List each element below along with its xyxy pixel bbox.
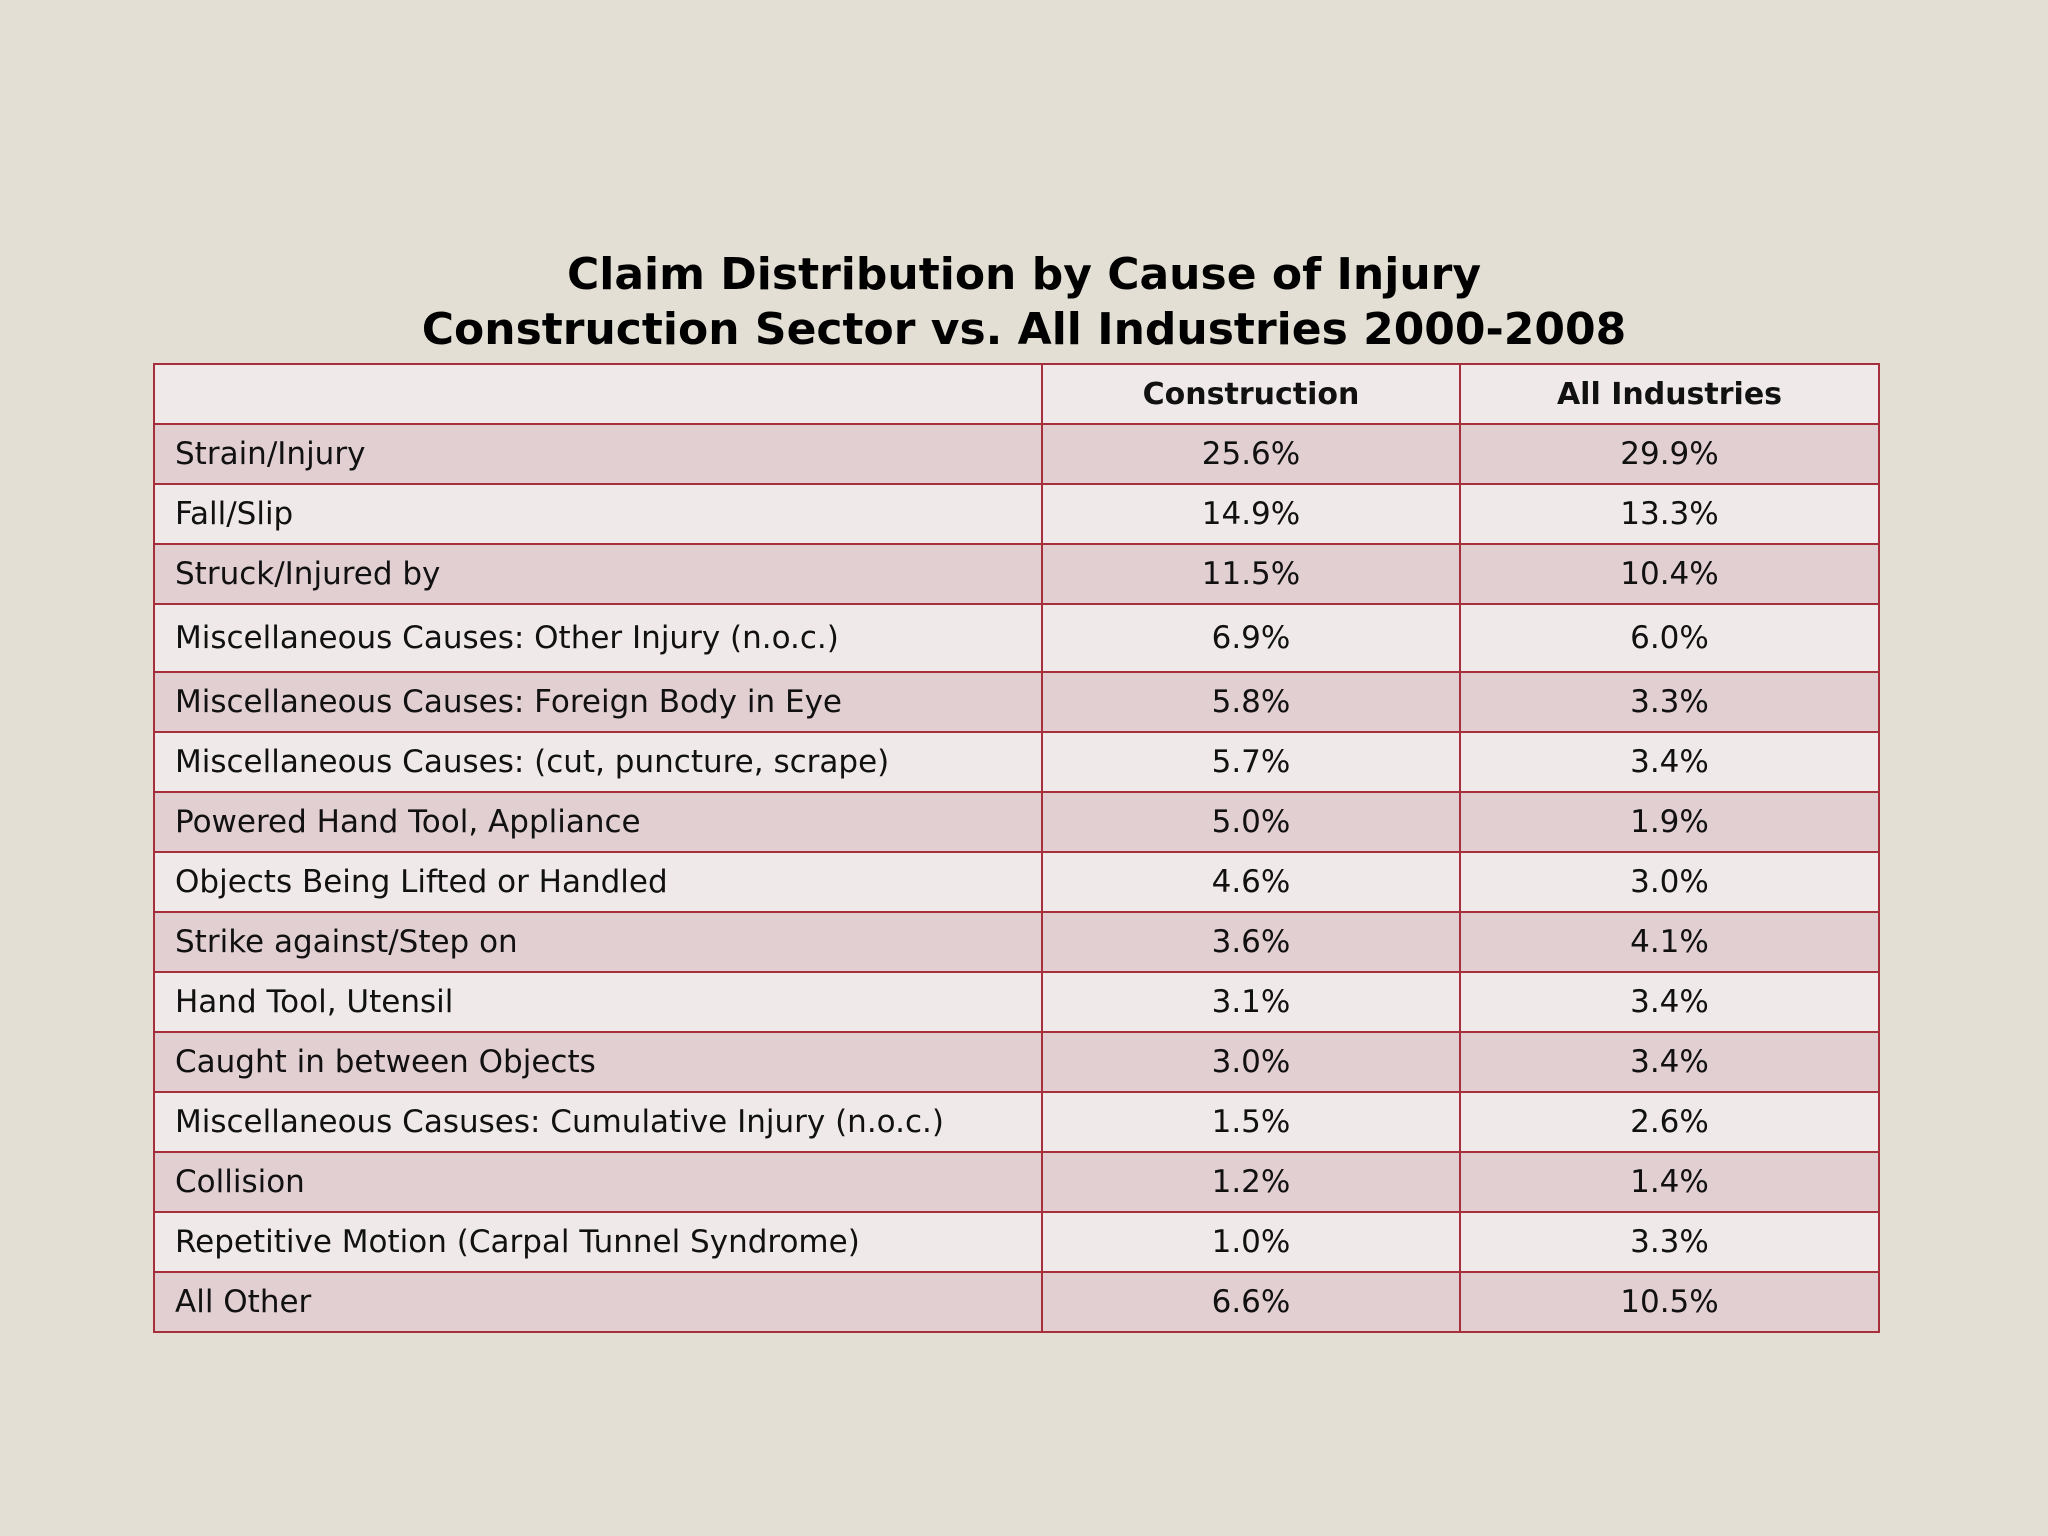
- cause-cell: Powered Hand Tool, Appliance: [153, 791, 1043, 853]
- cause-cell: Miscellaneous Causes: Other Injury (n.o.…: [153, 603, 1043, 673]
- title-line-1: Claim Distribution by Cause of Injury: [566, 249, 1482, 300]
- all-industries-cell: 3.3%: [1459, 671, 1880, 733]
- all-industries-cell: 10.4%: [1459, 543, 1880, 605]
- table-row: Hand Tool, Utensil 3.1% 3.4%: [153, 971, 1880, 1033]
- header-all-industries: All Industries: [1459, 363, 1880, 425]
- cause-cell: All Other: [153, 1271, 1043, 1333]
- construction-cell: 25.6%: [1041, 423, 1461, 485]
- cause-cell: Fall/Slip: [153, 483, 1043, 545]
- all-industries-cell: 3.4%: [1459, 971, 1880, 1033]
- construction-cell: 6.9%: [1041, 603, 1461, 673]
- all-industries-cell: 4.1%: [1459, 911, 1880, 973]
- all-industries-cell: 1.4%: [1459, 1151, 1880, 1213]
- claims-table: Construction All Industries Strain/Injur…: [153, 363, 1880, 1333]
- all-industries-cell: 2.6%: [1459, 1091, 1880, 1153]
- construction-cell: 5.0%: [1041, 791, 1461, 853]
- cause-cell: Miscellaneous Causes: (cut, puncture, sc…: [153, 731, 1043, 793]
- table-row: Fall/Slip 14.9% 13.3%: [153, 483, 1880, 545]
- cause-cell: Caught in between Objects: [153, 1031, 1043, 1093]
- cause-cell: Strain/Injury: [153, 423, 1043, 485]
- table-row: Strain/Injury 25.6% 29.9%: [153, 423, 1880, 485]
- table-header-row: Construction All Industries: [153, 363, 1880, 425]
- construction-cell: 1.2%: [1041, 1151, 1461, 1213]
- construction-cell: 3.1%: [1041, 971, 1461, 1033]
- table-row: Strike against/Step on 3.6% 4.1%: [153, 911, 1880, 973]
- all-industries-cell: 13.3%: [1459, 483, 1880, 545]
- all-industries-cell: 10.5%: [1459, 1271, 1880, 1333]
- table-row: Struck/Injured by 11.5% 10.4%: [153, 543, 1880, 605]
- page-title: Claim Distribution by Cause of Injury Co…: [0, 247, 2048, 357]
- table-row: Miscellaneous Causes: Foreign Body in Ey…: [153, 671, 1880, 733]
- table-row: Collision 1.2% 1.4%: [153, 1151, 1880, 1213]
- cause-cell: Miscellaneous Casuses: Cumulative Injury…: [153, 1091, 1043, 1153]
- construction-cell: 5.8%: [1041, 671, 1461, 733]
- header-construction: Construction: [1041, 363, 1461, 425]
- construction-cell: 6.6%: [1041, 1271, 1461, 1333]
- all-industries-cell: 1.9%: [1459, 791, 1880, 853]
- table-row: Miscellaneous Casuses: Cumulative Injury…: [153, 1091, 1880, 1153]
- table-row: Miscellaneous Causes: (cut, puncture, sc…: [153, 731, 1880, 793]
- all-industries-cell: 29.9%: [1459, 423, 1880, 485]
- cause-cell: Miscellaneous Causes: Foreign Body in Ey…: [153, 671, 1043, 733]
- table-row: Objects Being Lifted or Handled 4.6% 3.0…: [153, 851, 1880, 913]
- construction-cell: 3.0%: [1041, 1031, 1461, 1093]
- cause-cell: Hand Tool, Utensil: [153, 971, 1043, 1033]
- all-industries-cell: 3.4%: [1459, 1031, 1880, 1093]
- cause-cell: Struck/Injured by: [153, 543, 1043, 605]
- title-line-2: Construction Sector vs. All Industries 2…: [421, 304, 1627, 355]
- construction-cell: 11.5%: [1041, 543, 1461, 605]
- all-industries-cell: 6.0%: [1459, 603, 1880, 673]
- table-row: All Other 6.6% 10.5%: [153, 1271, 1880, 1333]
- construction-cell: 14.9%: [1041, 483, 1461, 545]
- construction-cell: 1.0%: [1041, 1211, 1461, 1273]
- cause-cell: Strike against/Step on: [153, 911, 1043, 973]
- construction-cell: 5.7%: [1041, 731, 1461, 793]
- header-cause: [153, 363, 1043, 425]
- cause-cell: Objects Being Lifted or Handled: [153, 851, 1043, 913]
- all-industries-cell: 3.3%: [1459, 1211, 1880, 1273]
- table-row: Powered Hand Tool, Appliance 5.0% 1.9%: [153, 791, 1880, 853]
- all-industries-cell: 3.0%: [1459, 851, 1880, 913]
- construction-cell: 4.6%: [1041, 851, 1461, 913]
- construction-cell: 1.5%: [1041, 1091, 1461, 1153]
- construction-cell: 3.6%: [1041, 911, 1461, 973]
- all-industries-cell: 3.4%: [1459, 731, 1880, 793]
- table-row: Miscellaneous Causes: Other Injury (n.o.…: [153, 603, 1880, 673]
- table-row: Caught in between Objects 3.0% 3.4%: [153, 1031, 1880, 1093]
- table-row: Repetitive Motion (Carpal Tunnel Syndrom…: [153, 1211, 1880, 1273]
- cause-cell: Repetitive Motion (Carpal Tunnel Syndrom…: [153, 1211, 1043, 1273]
- cause-cell: Collision: [153, 1151, 1043, 1213]
